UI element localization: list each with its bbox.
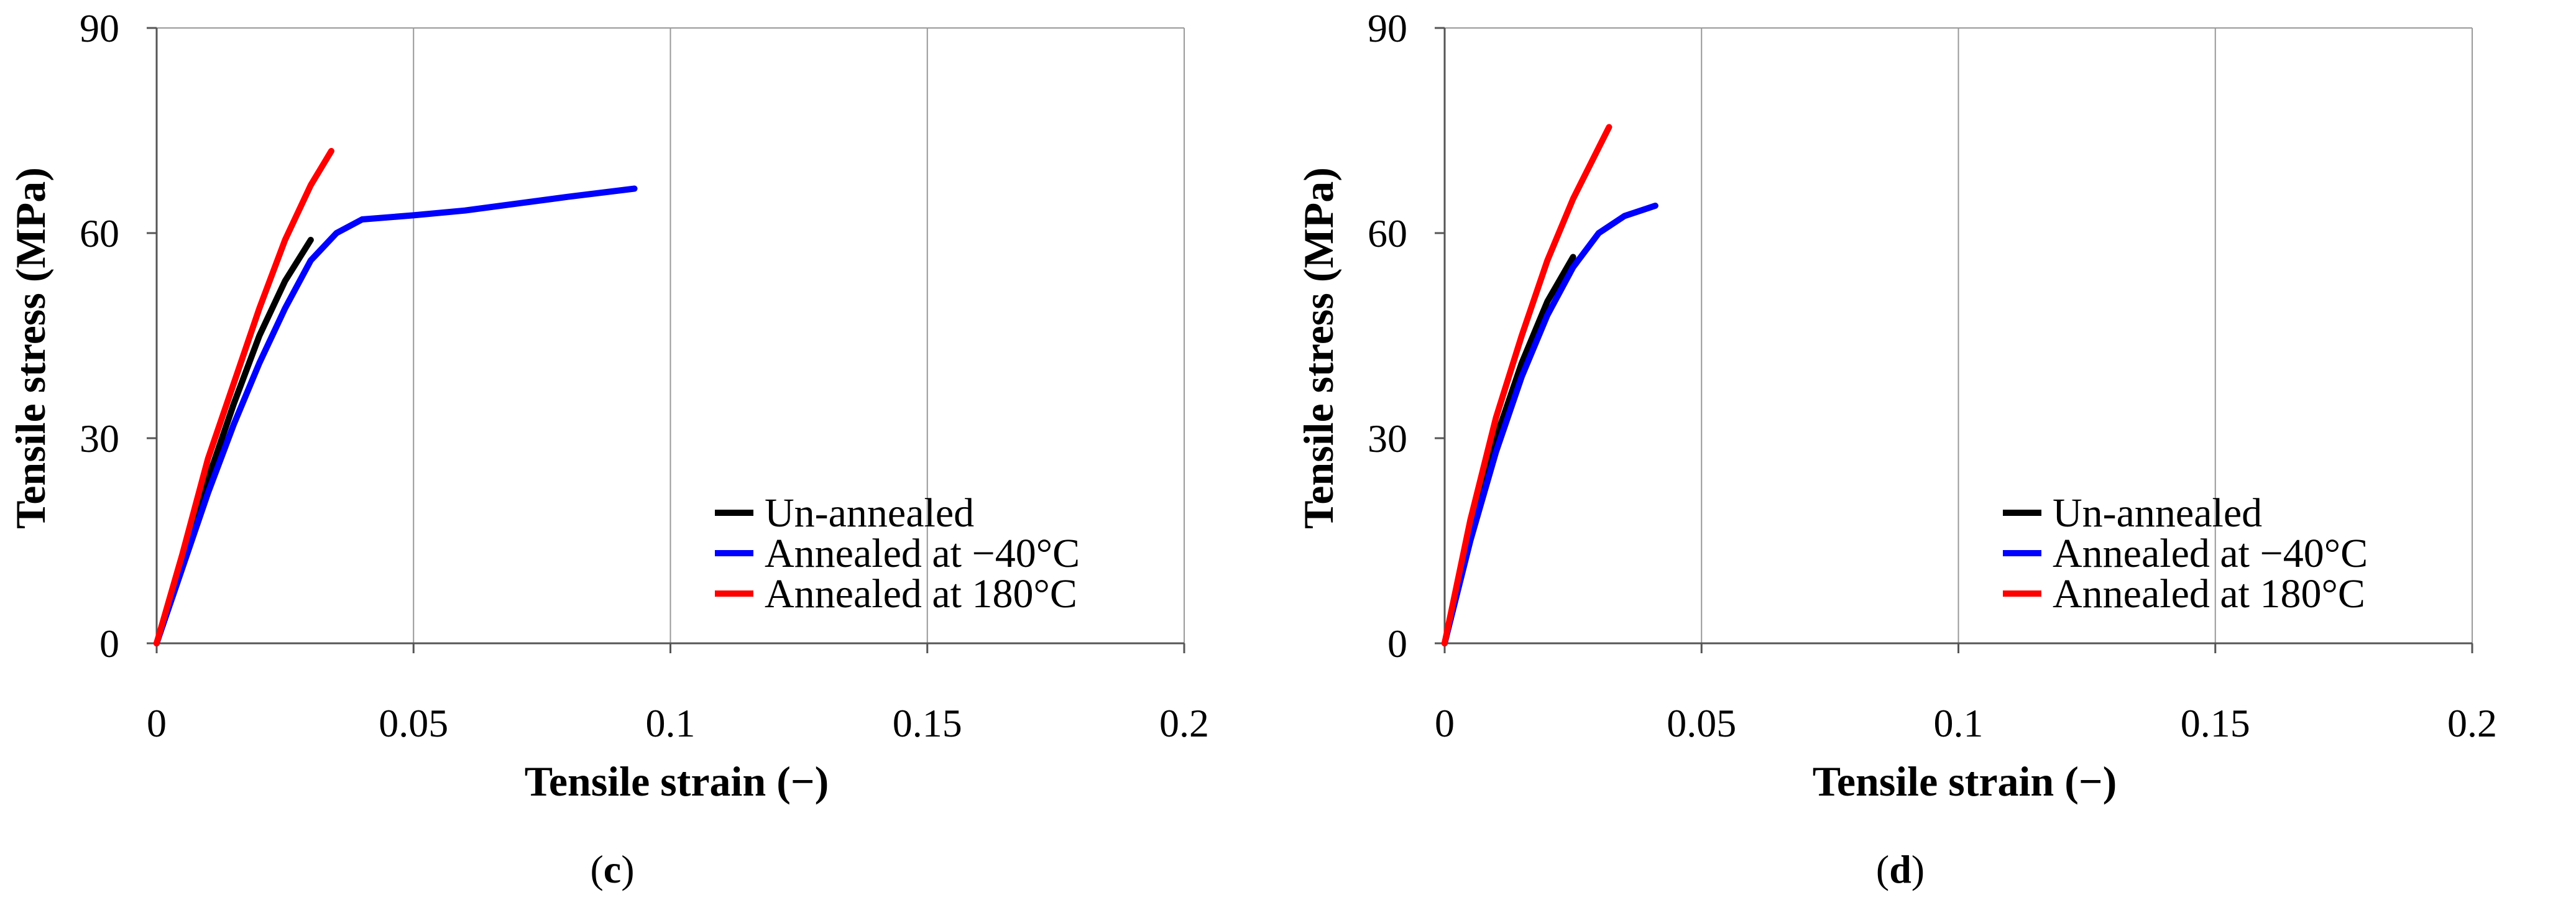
y-tick-label: 0	[1387, 622, 1407, 666]
x-axis-title: Tensile strain (−)	[525, 758, 829, 805]
legend-label: Annealed at 180°C	[765, 571, 1077, 617]
legend-label: Annealed at −40°C	[765, 531, 1080, 576]
x-tick-label: 0.2	[2447, 701, 2497, 745]
caption-open-paren: (	[1876, 847, 1889, 891]
caption-letter: d	[1889, 847, 1911, 891]
caption-open-paren: (	[590, 847, 603, 891]
y-tick-label: 60	[80, 211, 119, 255]
legend-label: Annealed at 180°C	[2053, 571, 2365, 617]
series-line-1	[1442, 203, 1658, 646]
y-tick-label: 30	[1368, 416, 1407, 461]
chart-panel-c: 0 0.05 0.1 0.15 0.2 0 30 60 90 Un-annealed Anneal…	[0, 0, 1288, 897]
series-line-1	[154, 185, 638, 646]
x-tick-label: 0	[1435, 701, 1455, 745]
x-tick-label: 0.15	[2181, 701, 2250, 745]
caption-close-paren: )	[1911, 847, 1925, 891]
chart-panel-d: 0 0.05 0.1 0.15 0.2 0 30 60 90 Un-annealed Anneal…	[1288, 0, 2576, 897]
y-tick-label: 0	[99, 622, 119, 666]
legend-label: Un-annealed	[2053, 490, 2262, 536]
y-axis-title: Tensile stress (MPa)	[1295, 167, 1342, 529]
series-line-0	[1442, 254, 1576, 646]
caption-letter: c	[604, 847, 621, 891]
x-tick-label: 0.15	[893, 701, 962, 745]
y-tick-label: 60	[1368, 211, 1407, 255]
series-line-2	[154, 148, 334, 646]
panel-caption: (d)	[1876, 847, 1925, 891]
caption-close-paren: )	[621, 847, 634, 891]
legend-label: Annealed at −40°C	[2053, 531, 2368, 576]
panel-caption: (c)	[590, 847, 634, 891]
y-tick-label: 30	[80, 416, 119, 461]
x-axis-title: Tensile strain (−)	[1813, 758, 2117, 805]
x-tick-label: 0.1	[646, 701, 696, 745]
x-tick-label: 0.2	[1159, 701, 1209, 745]
series-line-2	[1442, 124, 1612, 646]
x-tick-label: 0.05	[379, 701, 448, 745]
y-tick-label: 90	[80, 6, 119, 50]
x-tick-label: 0	[147, 701, 167, 745]
y-axis-title: Tensile stress (MPa)	[7, 167, 54, 529]
y-tick-label: 90	[1368, 6, 1407, 50]
legend-label: Un-annealed	[765, 490, 974, 536]
x-tick-label: 0.05	[1667, 701, 1736, 745]
x-tick-label: 0.1	[1934, 701, 1984, 745]
